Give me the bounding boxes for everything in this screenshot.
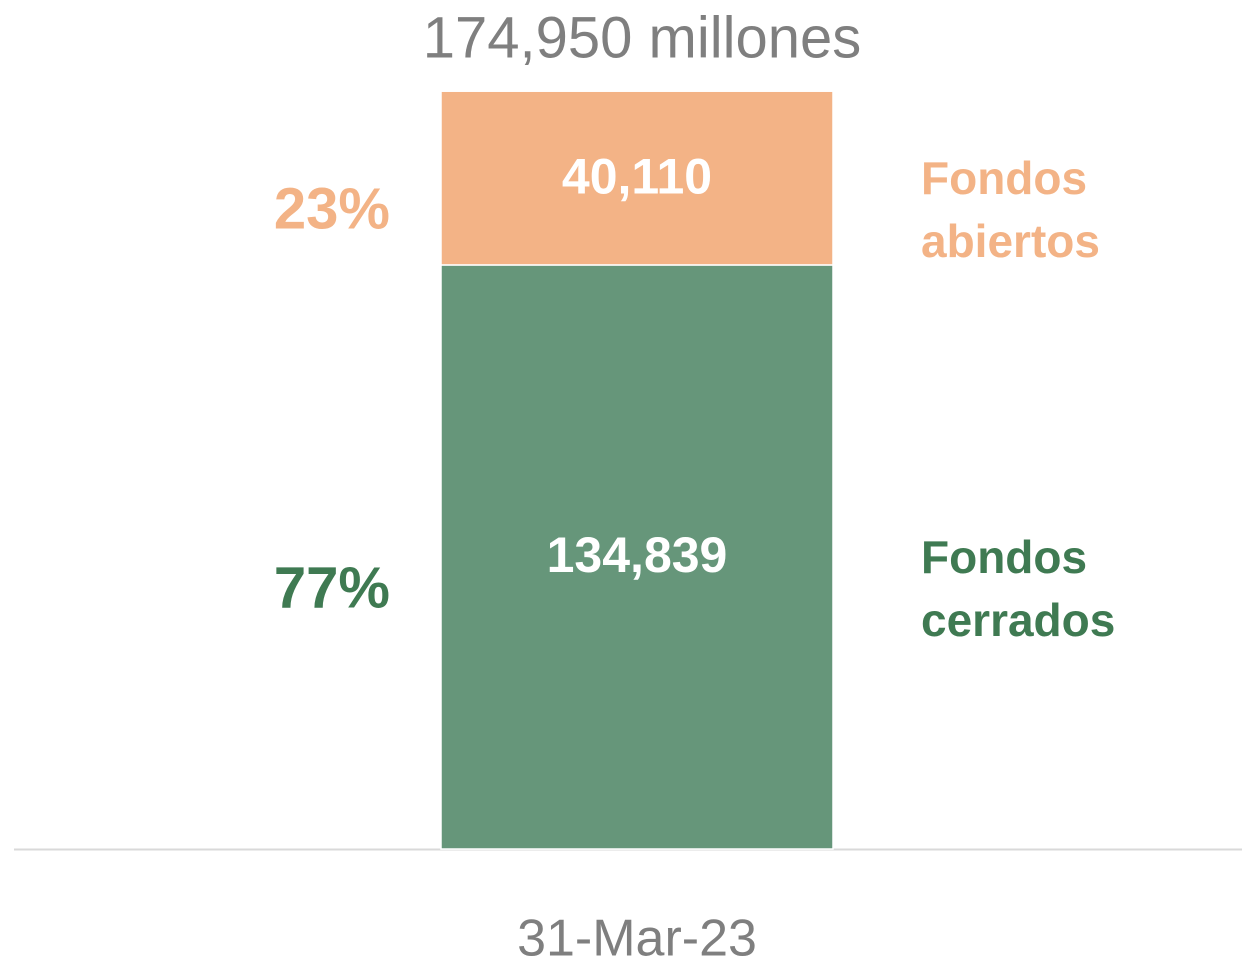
- percent-label: 77%: [274, 555, 390, 620]
- percent-label: 23%: [274, 176, 390, 241]
- value-label: 134,839: [547, 527, 728, 583]
- value-label: 40,110: [562, 148, 712, 204]
- chart-title: 174,950 millones: [423, 5, 862, 70]
- bar-segment: [440, 264, 834, 850]
- legend-label: Fondos abiertos: [921, 152, 1100, 267]
- x-tick-label: 31-Mar-23: [517, 910, 757, 968]
- legend-label: Fondos cerrados: [921, 531, 1115, 646]
- bar-segment: [440, 90, 834, 266]
